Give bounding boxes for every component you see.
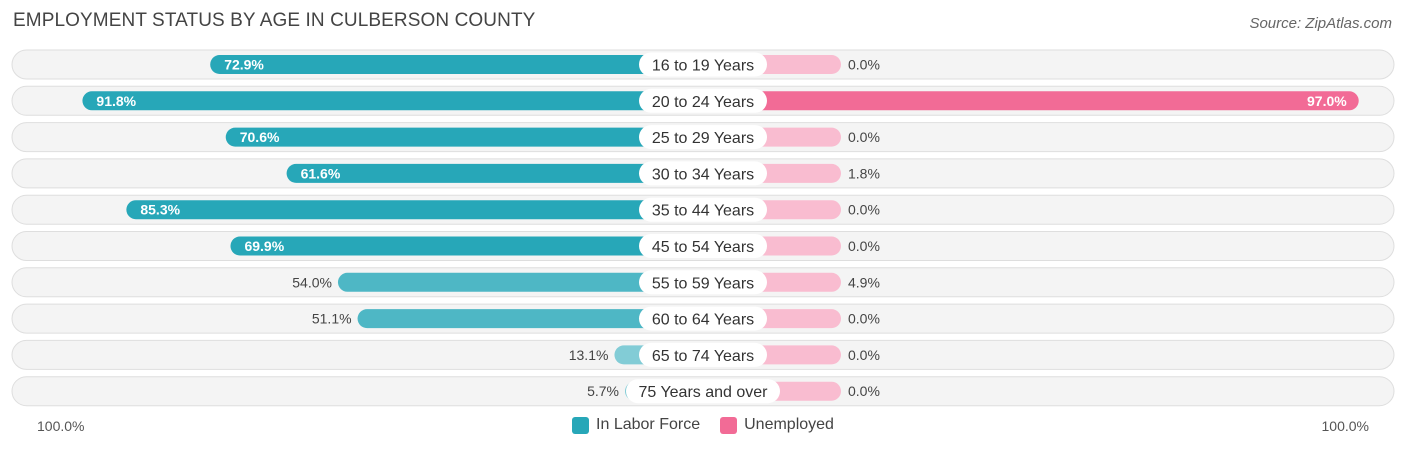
employment-chart: 72.9% 0.0% 16 to 19 Years 91.8% 97.0% 20 to 2… bbox=[11, 49, 1395, 407]
labor-force-bar bbox=[126, 200, 703, 220]
category-pill bbox=[639, 88, 767, 113]
unemployed-value-label: 0.0% bbox=[848, 238, 880, 254]
axis-right-label: 100.0% bbox=[1321, 418, 1369, 434]
labor-force-value-label: 72.9% bbox=[224, 57, 264, 73]
unemployed-value-label: 97.0% bbox=[1307, 93, 1347, 109]
category-label: 75 Years and over bbox=[639, 384, 769, 401]
unemployed-value-label: 0.0% bbox=[848, 347, 880, 363]
legend: In Labor Force Unemployed bbox=[0, 416, 1406, 434]
category-label: 55 to 59 Years bbox=[652, 275, 754, 292]
labor-force-value-label: 54.0% bbox=[292, 274, 332, 290]
category-pill bbox=[639, 125, 767, 150]
labor-force-value-label: 69.9% bbox=[244, 238, 284, 254]
category-pill bbox=[639, 161, 767, 186]
category-label: 45 to 54 Years bbox=[652, 239, 754, 256]
category-pill bbox=[639, 306, 767, 331]
category-pill bbox=[639, 197, 767, 222]
legend-swatch-unemployed bbox=[720, 416, 738, 434]
labor-force-value-label: 13.1% bbox=[569, 347, 609, 363]
category-pill bbox=[639, 234, 767, 258]
legend-swatch-labor-force bbox=[572, 416, 590, 434]
category-label: 35 to 44 Years bbox=[652, 203, 754, 220]
chart-title: EMPLOYMENT STATUS BY AGE IN CULBERSON CO… bbox=[13, 10, 536, 31]
category-pill bbox=[626, 379, 780, 404]
unemployed-value-label: 4.9% bbox=[848, 274, 880, 290]
unemployed-value-label: 1.8% bbox=[848, 165, 880, 181]
source-label: Source: ZipAtlas.com bbox=[1249, 15, 1392, 32]
unemployed-value-label: 0.0% bbox=[848, 129, 880, 145]
legend-item-unemployed[interactable]: Unemployed bbox=[720, 416, 834, 434]
category-label: 30 to 34 Years bbox=[652, 166, 754, 183]
legend-item-labor-force[interactable]: In Labor Force bbox=[572, 416, 700, 434]
labor-force-bar bbox=[286, 163, 703, 183]
labor-force-bar bbox=[225, 127, 703, 147]
category-label: 16 to 19 Years bbox=[652, 58, 754, 75]
unemployed-value-label: 0.0% bbox=[848, 383, 880, 399]
category-pill bbox=[639, 270, 767, 295]
category-label: 25 to 29 Years bbox=[652, 130, 754, 147]
legend-label-labor-force: In Labor Force bbox=[596, 416, 701, 433]
labor-force-value-label: 70.6% bbox=[240, 129, 280, 145]
axis-left-label: 100.0% bbox=[37, 418, 85, 434]
labor-force-value-label: 61.6% bbox=[301, 165, 341, 181]
category-pill bbox=[639, 342, 767, 367]
unemployed-value-label: 0.0% bbox=[848, 202, 880, 218]
unemployed-value-label: 0.0% bbox=[848, 57, 880, 73]
category-label: 20 to 24 Years bbox=[652, 94, 754, 111]
labor-force-bar bbox=[210, 55, 704, 74]
labor-force-bar bbox=[82, 91, 703, 111]
labor-force-value-label: 85.3% bbox=[140, 202, 180, 218]
category-label: 65 to 74 Years bbox=[652, 348, 754, 365]
unemployed-value-label: 0.0% bbox=[848, 311, 880, 327]
unemployed-bar bbox=[703, 91, 1359, 111]
category-label: 60 to 64 Years bbox=[652, 312, 754, 329]
labor-force-value-label: 91.8% bbox=[96, 93, 136, 109]
category-pill bbox=[639, 52, 767, 77]
labor-force-value-label: 5.7% bbox=[587, 383, 619, 399]
labor-force-bar bbox=[337, 272, 703, 292]
labor-force-value-label: 51.1% bbox=[312, 311, 352, 327]
labor-force-bar bbox=[230, 236, 703, 256]
legend-label-unemployed: Unemployed bbox=[744, 416, 834, 433]
labor-force-bar bbox=[357, 309, 703, 329]
